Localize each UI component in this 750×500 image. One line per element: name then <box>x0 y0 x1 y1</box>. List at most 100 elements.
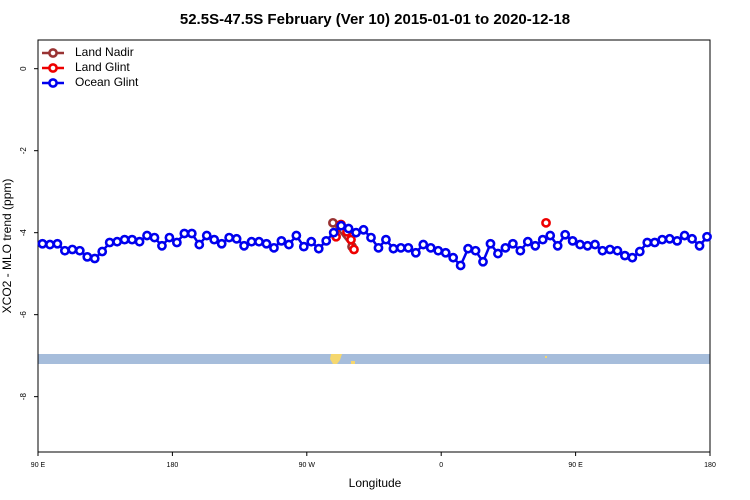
point <box>657 234 668 245</box>
point <box>231 233 242 244</box>
point <box>321 235 332 246</box>
point <box>560 229 571 240</box>
point <box>157 240 167 251</box>
point <box>313 243 324 254</box>
point <box>515 245 526 256</box>
point <box>649 237 660 248</box>
point <box>664 233 675 244</box>
point <box>328 227 339 238</box>
point <box>500 242 511 253</box>
point <box>276 235 287 246</box>
point <box>672 235 683 246</box>
point <box>164 232 175 243</box>
point <box>298 241 309 252</box>
point <box>261 238 272 249</box>
legend-marker <box>48 48 58 58</box>
point <box>349 244 359 255</box>
point <box>545 230 556 241</box>
point <box>216 238 227 249</box>
point <box>119 234 130 245</box>
point <box>537 234 548 245</box>
legend-marker <box>48 78 58 88</box>
point <box>381 234 391 245</box>
land-patch <box>351 361 355 364</box>
point <box>388 243 399 254</box>
point <box>448 252 459 263</box>
point <box>582 240 593 251</box>
x-tick-label: 90 E <box>568 462 583 469</box>
x-tick-label: 180 <box>704 462 716 469</box>
legend-marker <box>48 63 58 73</box>
x-axis-label: Longitude <box>349 476 402 490</box>
y-axis-label: XCO2 - MLO trend (ppm) <box>0 179 14 314</box>
y-tick-label: 0 <box>19 66 28 71</box>
point <box>642 237 653 248</box>
point <box>619 250 630 261</box>
legend-label: Ocean Glint <box>75 75 139 89</box>
y-tick-label: -4 <box>19 229 28 237</box>
x-tick-label: 180 <box>167 462 179 469</box>
point <box>627 252 638 263</box>
point <box>455 260 466 271</box>
point <box>522 236 533 247</box>
x-tick-label: 90 W <box>299 462 316 469</box>
point <box>346 234 356 245</box>
point <box>575 239 585 250</box>
point <box>67 244 78 255</box>
point <box>306 236 317 247</box>
point <box>597 245 608 256</box>
point <box>694 240 705 251</box>
point <box>351 227 361 238</box>
point <box>343 223 354 234</box>
point <box>418 239 429 250</box>
point <box>246 236 257 247</box>
point <box>366 232 376 243</box>
point <box>590 239 600 250</box>
plot-frame <box>37 39 711 453</box>
point <box>358 224 369 235</box>
point <box>194 239 205 250</box>
point <box>395 242 406 253</box>
point <box>552 240 563 251</box>
point <box>485 238 496 249</box>
point <box>179 228 190 239</box>
point <box>634 246 645 257</box>
point <box>687 233 697 244</box>
point <box>291 230 302 241</box>
point <box>45 239 55 250</box>
point <box>336 220 347 231</box>
land-strip <box>38 354 710 364</box>
point <box>201 230 212 241</box>
y-tick-label: -2 <box>19 147 28 155</box>
point <box>112 236 123 247</box>
point <box>470 245 481 256</box>
point <box>605 244 615 255</box>
x-tick-label: 0 <box>439 462 443 469</box>
point <box>134 236 145 247</box>
point <box>373 242 384 253</box>
land-patch <box>545 356 547 358</box>
point <box>679 230 690 241</box>
y-tick-label: -8 <box>19 393 28 401</box>
point <box>283 239 294 250</box>
point <box>186 228 197 239</box>
point <box>89 253 100 264</box>
point <box>74 245 85 256</box>
point <box>567 235 578 246</box>
point <box>530 240 541 251</box>
point <box>239 240 249 251</box>
point <box>702 231 712 242</box>
point <box>37 238 48 249</box>
point <box>493 248 503 259</box>
legend-label: Land Glint <box>75 60 130 74</box>
point <box>142 230 152 241</box>
point <box>478 256 488 267</box>
y-tick-label: -6 <box>19 311 28 319</box>
point <box>507 238 518 249</box>
point <box>171 237 182 248</box>
point <box>433 245 444 256</box>
point <box>209 234 220 245</box>
point <box>541 217 551 228</box>
point <box>410 247 421 258</box>
